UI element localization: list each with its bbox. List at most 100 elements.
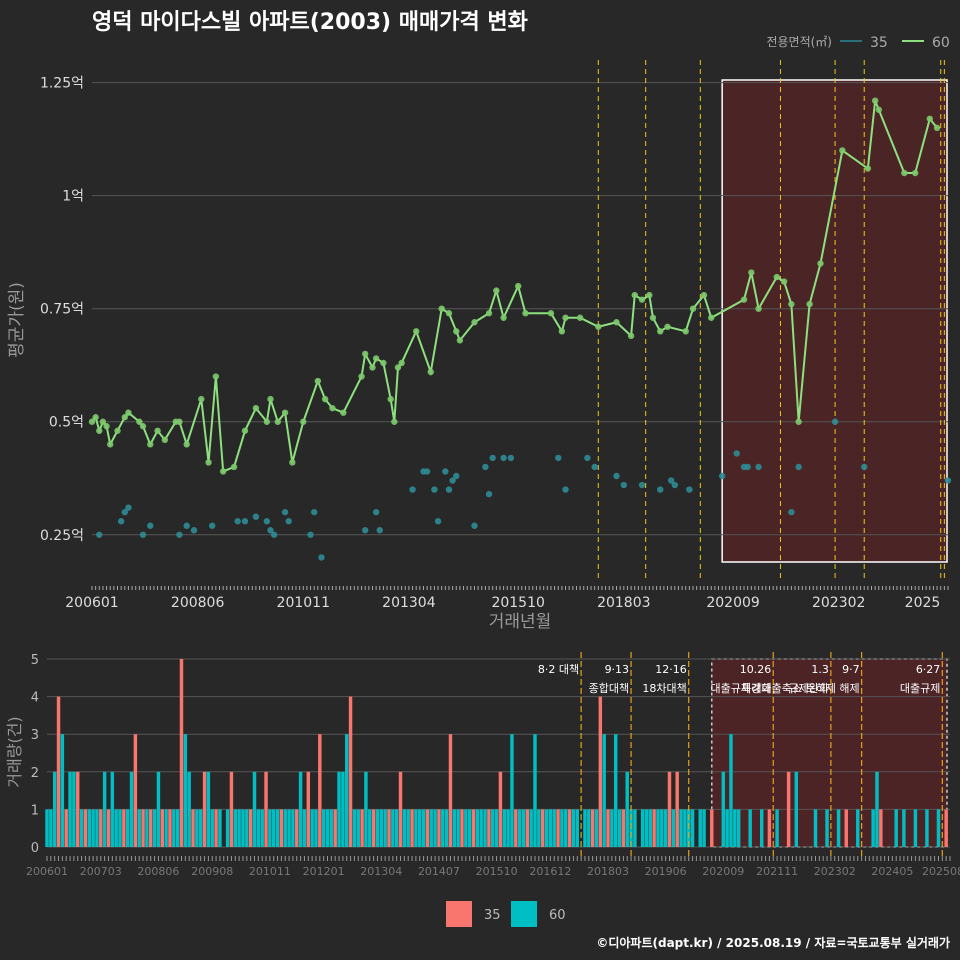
bar-60 bbox=[483, 809, 487, 847]
bar-60 bbox=[587, 809, 591, 847]
bar-60 bbox=[560, 809, 564, 847]
bar-60 bbox=[552, 809, 556, 847]
bar-60 bbox=[198, 809, 203, 847]
bar-35 bbox=[448, 734, 453, 847]
series-35-point bbox=[310, 508, 318, 516]
bar-60 bbox=[256, 809, 261, 847]
bar-60 bbox=[102, 771, 107, 847]
policy-annotation-date: 9·13 bbox=[605, 663, 630, 676]
series-60-point bbox=[380, 359, 387, 367]
series-60-point bbox=[358, 373, 365, 380]
series-60-point bbox=[638, 296, 646, 303]
series-35-point bbox=[409, 486, 416, 493]
x-tick-label: 202508 bbox=[922, 865, 960, 878]
series-60-point bbox=[361, 350, 369, 358]
policy-annotation-label: 규제완화 bbox=[788, 682, 828, 695]
series-35-point bbox=[376, 527, 383, 534]
series-60-point bbox=[412, 328, 420, 335]
series-35-point bbox=[944, 477, 952, 484]
bar-60 bbox=[237, 809, 241, 847]
series-60-point bbox=[864, 165, 872, 172]
bar-60 bbox=[329, 809, 334, 847]
bar-35 bbox=[598, 696, 603, 847]
bar-60 bbox=[571, 809, 576, 847]
series-35-point bbox=[209, 522, 216, 529]
bar-60 bbox=[310, 809, 314, 847]
series-60-point bbox=[485, 310, 493, 317]
y-tick-label: 0.5억 bbox=[49, 415, 84, 431]
series-35-point bbox=[176, 531, 183, 538]
x-tick-label: 200806 bbox=[171, 595, 225, 611]
series-35-point bbox=[667, 477, 675, 484]
bar-60 bbox=[602, 734, 606, 847]
bar-60 bbox=[95, 809, 99, 847]
series-60-point bbox=[99, 418, 107, 425]
bar-35 bbox=[264, 771, 268, 847]
bar-60 bbox=[45, 809, 49, 847]
bar-60 bbox=[759, 809, 764, 847]
series-35-point bbox=[638, 481, 646, 489]
bar-35 bbox=[398, 771, 403, 847]
y-tick-label: 0.75억 bbox=[40, 302, 84, 318]
bar-35 bbox=[141, 809, 145, 847]
bar-60 bbox=[402, 809, 407, 847]
series-60-point bbox=[314, 377, 322, 385]
series-35-point bbox=[147, 522, 154, 529]
series-60-point bbox=[627, 332, 635, 340]
bar-35 bbox=[318, 734, 322, 847]
x-tick-label: 202009 bbox=[706, 595, 759, 611]
bar-60 bbox=[613, 734, 618, 847]
bar-60 bbox=[356, 809, 360, 847]
series-35-point bbox=[555, 454, 562, 462]
x-tick-label: 201510 bbox=[476, 865, 518, 878]
x-tick-label: 201803 bbox=[597, 595, 650, 611]
series-60-point bbox=[114, 427, 121, 434]
series-60-point bbox=[289, 459, 296, 466]
series-35-point bbox=[795, 463, 802, 471]
bar-60 bbox=[291, 809, 295, 847]
series-35-point bbox=[442, 468, 449, 475]
series-35-point bbox=[861, 463, 868, 471]
series-60-point bbox=[708, 314, 715, 321]
bar-60 bbox=[494, 809, 499, 847]
bar-35 bbox=[621, 809, 626, 847]
series-35-point bbox=[361, 527, 369, 534]
bar-35 bbox=[371, 809, 376, 847]
policy-annotation-label: 특례대출축소 토허제 해제 bbox=[741, 681, 859, 695]
x-tick-label: 202405 bbox=[871, 865, 913, 878]
bar-60 bbox=[733, 809, 737, 847]
series-60-point bbox=[340, 409, 347, 416]
series-60-point bbox=[839, 147, 846, 154]
policy-annotation-label: 대출규제강화 bbox=[711, 682, 772, 695]
bar-60 bbox=[533, 734, 537, 847]
x-tick-label: 200703 bbox=[80, 865, 122, 878]
bar-60 bbox=[268, 809, 272, 847]
bar-60 bbox=[394, 809, 399, 847]
series-60-point bbox=[522, 310, 529, 317]
bar-60 bbox=[564, 809, 568, 847]
y-tick-label: 1억 bbox=[62, 189, 84, 205]
series-35-point bbox=[263, 518, 271, 525]
bar-60 bbox=[610, 809, 614, 847]
bar-35 bbox=[202, 771, 207, 847]
bar-60 bbox=[183, 734, 188, 847]
series-35-point bbox=[788, 508, 795, 516]
bar-60 bbox=[210, 809, 214, 847]
bar-35 bbox=[76, 771, 80, 847]
bar-60 bbox=[617, 809, 622, 847]
series-60-point bbox=[212, 373, 220, 380]
bar-60 bbox=[644, 809, 649, 847]
series-60-point bbox=[391, 418, 398, 425]
bar-60 bbox=[702, 809, 706, 847]
bar-60 bbox=[544, 809, 549, 847]
series-35-point bbox=[686, 486, 693, 493]
bar-60 bbox=[510, 734, 514, 847]
bar-60 bbox=[298, 771, 303, 847]
series-60-point bbox=[139, 423, 147, 430]
bar-60 bbox=[936, 809, 941, 847]
x-tick-label: 201510 bbox=[491, 595, 544, 611]
bar-60 bbox=[683, 809, 687, 847]
bar-60 bbox=[836, 809, 841, 847]
series-60-point bbox=[576, 314, 584, 321]
